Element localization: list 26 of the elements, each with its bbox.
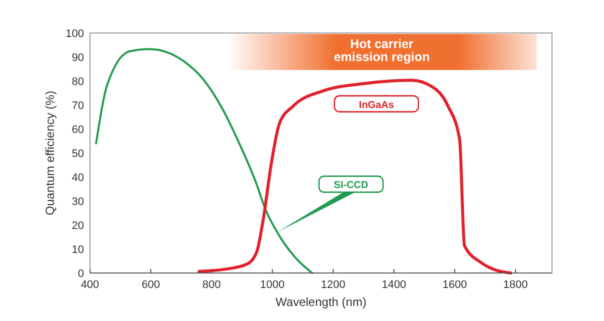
x-tick-label: 1000 xyxy=(260,279,285,291)
y-tick-label: 100 xyxy=(66,28,84,40)
series-label: InGaAs xyxy=(358,100,394,111)
x-tick-label: 1800 xyxy=(503,279,528,291)
y-tick-label: 40 xyxy=(72,172,84,184)
y-tick-label: 80 xyxy=(72,76,84,88)
x-axis-title: Wavelength (nm) xyxy=(276,295,366,309)
band-label: Hot carrier emission region xyxy=(334,37,430,64)
x-tick-label: 400 xyxy=(80,279,100,291)
x-tick-label: 800 xyxy=(202,279,221,291)
y-tick-label: 20 xyxy=(72,220,84,232)
text: SI-CCD xyxy=(334,180,368,192)
x-tick-label: 1600 xyxy=(442,279,467,291)
y-tick-label: 90 xyxy=(72,52,84,64)
y-tick-label: 30 xyxy=(72,196,84,208)
y-tick-label: 0 xyxy=(78,268,84,280)
x-tick-label: 1400 xyxy=(382,279,406,291)
x-tick-label: 600 xyxy=(142,279,160,291)
y-axis-title: Quantum efficiency (%) xyxy=(43,90,57,216)
x-tick-label: 1200 xyxy=(320,279,346,291)
line-series xyxy=(95,48,314,274)
y-tick-label: 50 xyxy=(72,148,84,160)
y-tick-label: 60 xyxy=(72,124,84,136)
y-tick-label: 10 xyxy=(72,244,84,256)
line-series xyxy=(198,78,512,274)
y-tick-label: 70 xyxy=(72,100,84,112)
